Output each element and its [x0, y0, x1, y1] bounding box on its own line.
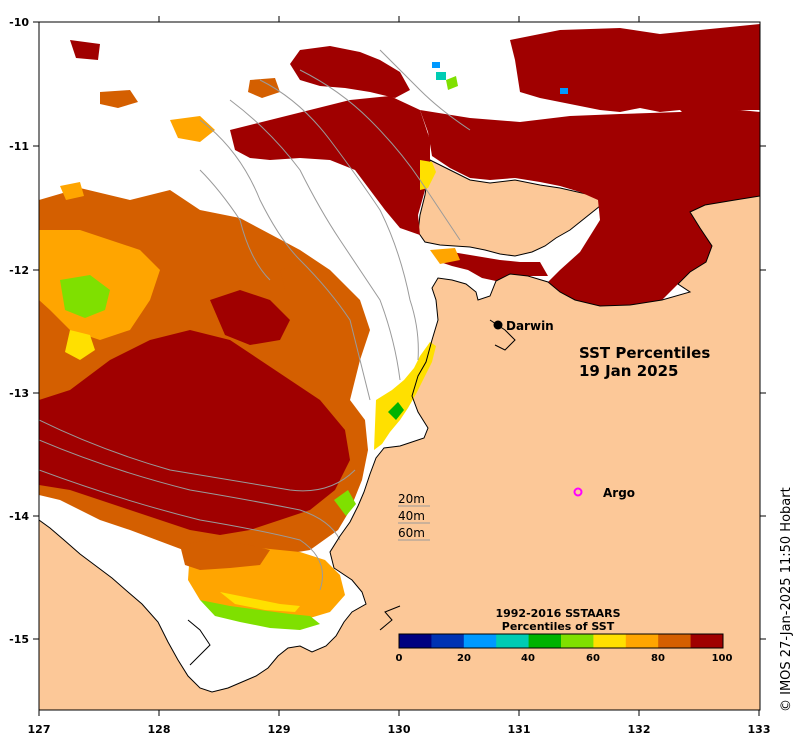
- y-tick-label: -12: [9, 264, 29, 277]
- depth-label-40m: 40m: [398, 509, 425, 523]
- colorbar-subtitle: Percentiles of SST: [502, 620, 615, 633]
- colorbar-swatch: [528, 634, 562, 648]
- y-axis-ticks: [33, 21, 766, 640]
- colorbar-swatch: [593, 634, 627, 648]
- y-tick-label: -11: [9, 140, 29, 153]
- argo-marker-icon: [573, 487, 583, 497]
- y-tick-label: -13: [9, 387, 29, 400]
- colorbar-swatch: [463, 634, 497, 648]
- colorbar-tick-label: 0: [396, 653, 403, 664]
- map-date: 19 Jan 2025: [579, 362, 678, 380]
- northern-land: [417, 159, 601, 257]
- colorbar-swatch: [561, 634, 594, 648]
- colorbar-tick-label: 20: [457, 653, 471, 664]
- y-tick-label: -10: [9, 16, 29, 29]
- colorbar-swatch: [690, 634, 724, 648]
- colorbar-swatch: [658, 634, 692, 648]
- depth-label-20m: 20m: [398, 492, 425, 506]
- colorbar-swatches: [399, 634, 724, 648]
- colorbar-frame: [398, 633, 724, 649]
- colorbar-swatch: [399, 634, 432, 648]
- bathymetry-contours: [39, 49, 471, 591]
- depth-label-60m: 60m: [398, 526, 425, 540]
- x-tick-label: 133: [748, 723, 771, 736]
- darwin-marker-icon: [493, 320, 503, 330]
- colorbar-tick-label: 60: [586, 653, 600, 664]
- x-tick-label: 127: [28, 723, 51, 736]
- x-tick-label: 130: [388, 723, 411, 736]
- colorbar: 1992-2016 SSTAARS Percentiles of SST 0 2…: [396, 607, 733, 664]
- colorbar-tick-label: 80: [651, 653, 665, 664]
- x-tick-label: 129: [268, 723, 291, 736]
- colorbar-title: 1992-2016 SSTAARS: [495, 607, 620, 620]
- darwin-label: Darwin: [506, 319, 554, 333]
- colorbar-swatch: [431, 634, 465, 648]
- colorbar-tick-label: 40: [521, 653, 535, 664]
- y-tick-label: -15: [9, 633, 29, 646]
- x-axis-ticks: [38, 16, 760, 716]
- colorbar-swatch: [625, 634, 659, 648]
- map-title: SST Percentiles: [579, 344, 710, 362]
- x-tick-label: 132: [628, 723, 651, 736]
- credit-text: © IMOS 27-Jan-2025 11:50 Hobart: [779, 487, 794, 712]
- argo-label: Argo: [603, 486, 635, 500]
- coastline: [39, 195, 760, 693]
- colorbar-swatch: [496, 634, 530, 648]
- x-tick-label: 131: [508, 723, 531, 736]
- colorbar-tick-label: 100: [712, 653, 733, 664]
- sea-region: [39, 22, 760, 693]
- x-tick-label: 128: [148, 723, 171, 736]
- y-tick-label: -14: [9, 510, 29, 523]
